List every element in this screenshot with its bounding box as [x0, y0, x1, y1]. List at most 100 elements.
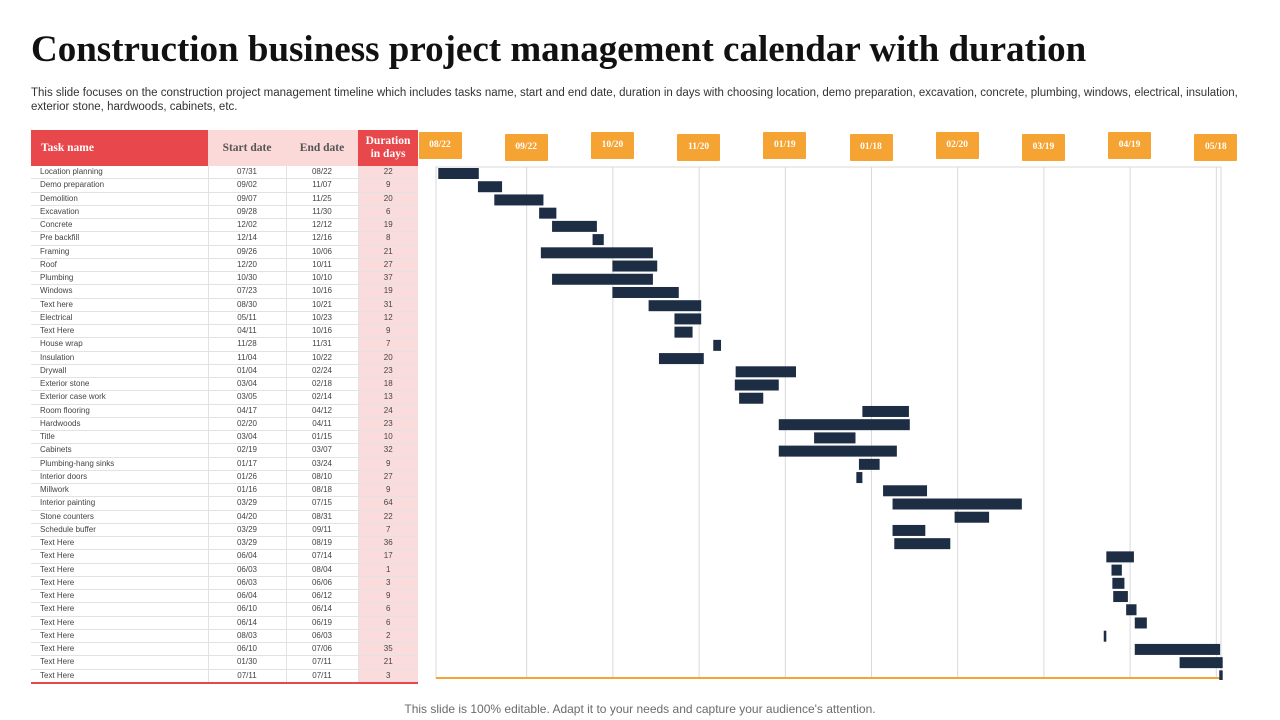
task-name-cell: Demo preparation	[31, 178, 209, 193]
table-row: Text Here 06/04 06/12 9	[31, 589, 418, 604]
gantt-bar	[477, 181, 503, 193]
slide-description: This slide focuses on the construction p…	[31, 87, 1238, 113]
end-date-cell: 10/16	[286, 324, 359, 339]
table-row: Text Here 04/11 10/16 9	[31, 324, 418, 339]
task-name-cell: Pre backfill	[31, 231, 209, 246]
start-date-cell: 11/28	[208, 337, 287, 352]
duration-cell: 27	[358, 470, 418, 485]
header-task-name: Task name	[31, 130, 208, 166]
start-date-cell: 11/04	[208, 351, 287, 365]
duration-cell: 3	[358, 669, 418, 684]
end-date-cell: 04/11	[286, 417, 359, 432]
timeline-date-label: 05/18	[1194, 134, 1238, 161]
end-date-cell: 08/10	[286, 470, 359, 485]
task-name-cell: Title	[31, 430, 209, 445]
table-row: Plumbing-hang sinks 01/17 03/24 9	[31, 457, 418, 471]
start-date-cell: 06/14	[208, 616, 287, 630]
task-name-cell: Text Here	[31, 629, 209, 644]
task-name-cell: Text here	[31, 298, 209, 312]
end-date-cell: 06/12	[286, 589, 359, 604]
table-row: Text Here 03/29 08/19 36	[31, 536, 418, 551]
gantt-chart	[435, 166, 1223, 680]
duration-cell: 2	[358, 629, 418, 644]
task-name-cell: Millwork	[31, 483, 209, 498]
duration-cell: 21	[358, 655, 418, 670]
gantt-bar	[892, 498, 1022, 510]
task-name-cell: Roof	[31, 258, 209, 273]
task-name-cell: Room flooring	[31, 404, 209, 418]
header-end-date: End date	[286, 130, 358, 166]
page-title: Construction business project management…	[31, 29, 1087, 70]
task-name-cell: Hardwoods	[31, 417, 209, 432]
task-name-cell: Text Here	[31, 616, 209, 630]
end-date-cell: 06/03	[286, 629, 359, 644]
table-row: Demolition 09/07 11/25 20	[31, 192, 418, 206]
task-name-cell: House wrap	[31, 337, 209, 352]
task-name-cell: Text Here	[31, 324, 209, 339]
table-row: Text Here 06/10 07/06 35	[31, 642, 418, 657]
start-date-cell: 05/11	[208, 311, 287, 326]
end-date-cell: 08/19	[286, 536, 359, 551]
gantt-bar	[552, 220, 597, 232]
gantt-bar	[1113, 591, 1128, 603]
end-date-cell: 11/07	[286, 178, 359, 193]
gantt-bar	[739, 392, 764, 404]
gantt-bar	[1134, 643, 1221, 655]
task-table-header: Task name Start date End date Duration i…	[31, 130, 418, 166]
table-row: Cabinets 02/19 03/07 32	[31, 443, 418, 458]
timeline-date-label: 11/20	[677, 134, 721, 161]
task-name-cell: Text Here	[31, 602, 209, 617]
start-date-cell: 01/16	[208, 483, 287, 498]
duration-cell: 23	[358, 364, 418, 379]
end-date-cell: 11/25	[286, 192, 359, 206]
start-date-cell: 07/23	[208, 284, 287, 299]
duration-cell: 20	[358, 351, 418, 365]
footer-note: This slide is 100% editable. Adapt it to…	[404, 702, 876, 716]
gantt-bar	[612, 260, 658, 272]
duration-cell: 37	[358, 271, 418, 286]
start-date-cell: 02/19	[208, 443, 287, 458]
end-date-cell: 10/16	[286, 284, 359, 299]
task-name-cell: Demolition	[31, 192, 209, 206]
duration-cell: 12	[358, 311, 418, 326]
start-date-cell: 01/17	[208, 457, 287, 471]
start-date-cell: 12/02	[208, 218, 287, 233]
table-row: Location planning 07/31 08/22 22	[31, 166, 418, 180]
gantt-bar	[1126, 604, 1137, 616]
timeline-date-label: 04/19	[1108, 132, 1152, 159]
duration-cell: 6	[358, 616, 418, 630]
gantt-bar	[612, 286, 679, 298]
table-row: Stone counters 04/20 08/31 22	[31, 510, 418, 524]
gantt-bar	[1112, 577, 1125, 589]
end-date-cell: 03/24	[286, 457, 359, 471]
start-date-cell: 04/17	[208, 404, 287, 418]
start-date-cell: 09/07	[208, 192, 287, 206]
table-row: Text Here 06/03 06/06 3	[31, 576, 418, 591]
timeline-date-label: 09/22	[504, 134, 548, 161]
start-date-cell: 06/10	[208, 642, 287, 657]
end-date-cell: 10/10	[286, 271, 359, 286]
start-date-cell: 03/04	[208, 430, 287, 445]
task-name-cell: Interior doors	[31, 470, 209, 485]
duration-cell: 23	[358, 417, 418, 432]
table-row: Roof 12/20 10/11 27	[31, 258, 418, 273]
end-date-cell: 07/11	[286, 669, 359, 684]
timeline-date-label: 03/19	[1021, 134, 1065, 161]
duration-cell: 19	[358, 218, 418, 233]
table-row: Framing 09/26 10/06 21	[31, 245, 418, 259]
end-date-cell: 08/18	[286, 483, 359, 498]
task-table-body: Location planning 07/31 08/22 22 Demo prepar…	[31, 166, 418, 684]
timeline-date-label: 01/19	[763, 132, 807, 159]
duration-cell: 8	[358, 231, 418, 246]
gantt-bar	[592, 234, 604, 246]
gantt-bar	[954, 511, 990, 523]
end-date-cell: 11/31	[286, 337, 359, 352]
end-date-cell: 07/15	[286, 496, 359, 511]
end-date-cell: 06/06	[286, 576, 359, 591]
gantt-bar	[552, 273, 653, 285]
start-date-cell: 03/04	[208, 377, 287, 392]
gantt-bar	[883, 485, 928, 497]
gantt-bar	[1219, 670, 1223, 680]
table-row: Hardwoods 02/20 04/11 23	[31, 417, 418, 432]
timeline-date-label: 01/18	[849, 134, 893, 161]
